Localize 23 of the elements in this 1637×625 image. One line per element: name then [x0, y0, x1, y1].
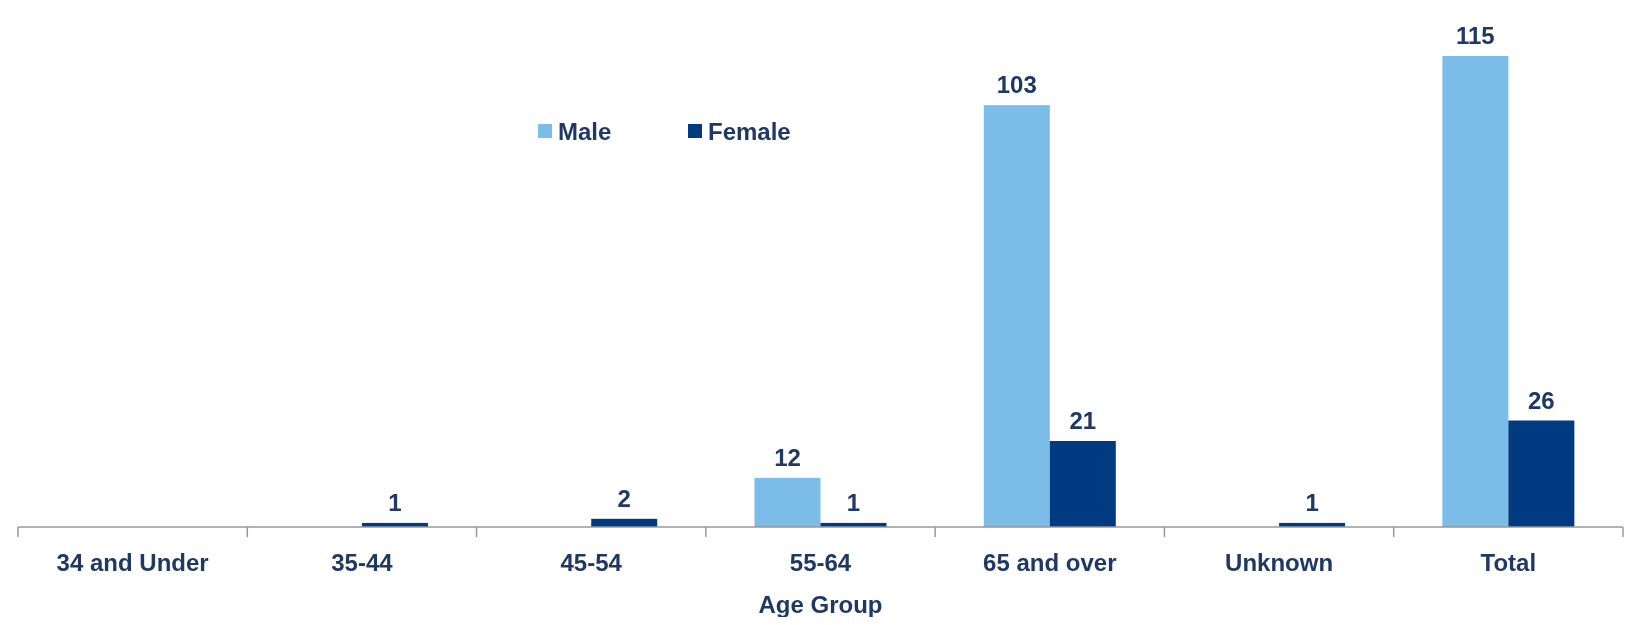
bar — [1508, 420, 1575, 527]
data-label: 103 — [996, 71, 1037, 99]
x-tick-label: 35-44 — [331, 549, 394, 576]
x-tick-label: 34 and Under — [56, 549, 209, 576]
x-tick-label: 55-64 — [789, 549, 852, 576]
data-label: 2 — [617, 484, 631, 512]
data-label: 26 — [1528, 386, 1555, 414]
bar — [1049, 440, 1116, 527]
x-tick-label: 65 and over — [983, 549, 1117, 576]
data-label: 1 — [1305, 488, 1319, 516]
data-label: 1 — [846, 488, 861, 516]
legend-label: Female — [708, 118, 791, 145]
data-label: 1 — [388, 488, 402, 516]
data-label: 21 — [1069, 406, 1097, 434]
data-label: 115 — [1456, 22, 1495, 49]
bar — [754, 477, 821, 527]
data-label: 12 — [774, 443, 801, 471]
x-tick-label: Unknown — [1225, 549, 1334, 576]
x-tick-label: Total — [1480, 549, 1537, 576]
bar — [1442, 56, 1509, 527]
bar — [983, 105, 1050, 527]
legend-label: Male — [558, 118, 612, 145]
x-tick-label: 45-54 — [560, 549, 623, 576]
